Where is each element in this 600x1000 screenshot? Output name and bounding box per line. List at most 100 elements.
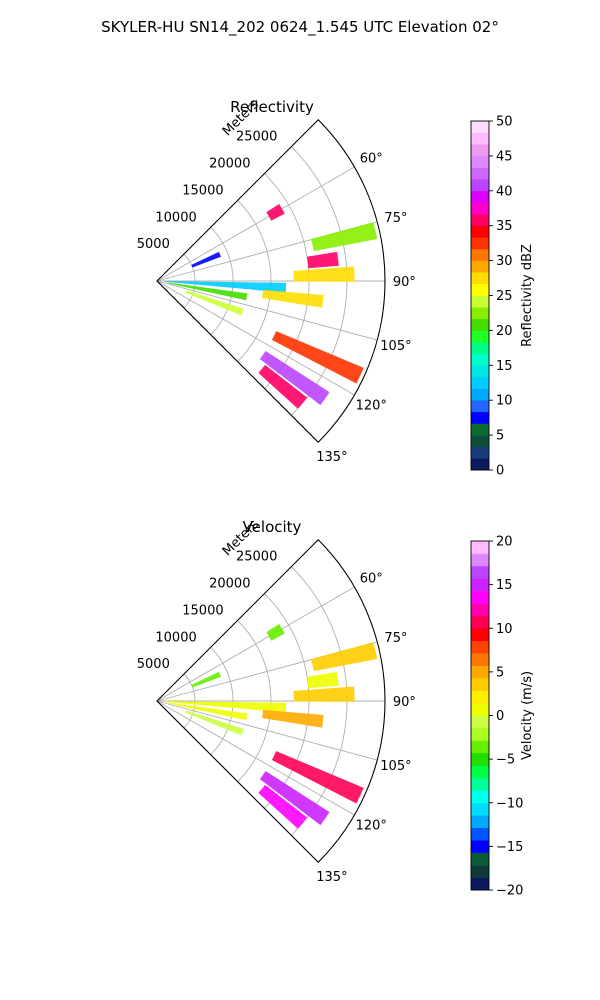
colorbar-segment <box>471 411 489 424</box>
colorbar-tick-label: 0 <box>496 709 504 724</box>
colorbar-segment <box>471 435 489 448</box>
radial-tick-label: 15000 <box>182 183 223 198</box>
azimuth-tick-label: 60° <box>360 571 383 586</box>
colorbar-segment <box>471 615 489 629</box>
colorbar-segment <box>471 690 489 704</box>
radar-echo-cell <box>293 686 355 702</box>
radial-tick-label: 15000 <box>182 603 223 618</box>
colorbar-segment <box>471 155 489 168</box>
colorbar-segment <box>471 703 489 716</box>
colorbar-tick-label: 20 <box>496 535 513 550</box>
colorbar-segment <box>471 283 489 296</box>
colorbar-segment <box>471 553 489 567</box>
radar-echo-cell <box>164 701 287 713</box>
colorbar-label: Reflectivity dBZ <box>520 244 535 347</box>
colorbar-tick-label: 0 <box>496 464 504 479</box>
figure-suptitle: SKYLER-HU SN14_202 0624_1.545 UTC Elevat… <box>101 18 499 37</box>
radar-echo-cell <box>271 751 364 804</box>
colorbar-tick-label: 50 <box>496 115 513 130</box>
colorbar-segment <box>471 877 489 891</box>
colorbar-segment <box>471 727 489 741</box>
azimuth-spoke <box>156 166 355 282</box>
radar-echo-cell <box>307 671 339 689</box>
colorbar-segment <box>471 167 489 180</box>
colorbar-tick-label: 15 <box>496 359 513 374</box>
colorbar-tick-label: 45 <box>496 149 513 164</box>
colorbar-segment <box>471 852 489 866</box>
panel-title: Velocity <box>243 518 302 536</box>
colorbar-segment <box>471 565 489 579</box>
colorbar-segment <box>471 295 489 308</box>
colorbar-segment <box>471 214 489 226</box>
velocity-panel: Velocity 5000 10000 15000 20000 25000 60° 75° 90… <box>137 517 535 898</box>
radar-echo-cell <box>191 251 221 268</box>
radial-tick-label: 20000 <box>209 577 250 592</box>
colorbar-segment <box>471 202 489 215</box>
sector-outline <box>156 539 386 863</box>
azimuth-spoke <box>156 280 378 341</box>
colorbar-tick-label: −15 <box>496 840 523 855</box>
colorbar-label: Velocity (m/s) <box>520 671 535 760</box>
colorbar-segment <box>471 330 489 343</box>
colorbar-tick-label: 25 <box>496 289 513 304</box>
colorbar-segment <box>471 353 489 366</box>
radar-echo-cell <box>164 281 287 293</box>
colorbar-segment <box>471 765 489 779</box>
colorbar-segment <box>471 400 489 413</box>
azimuth-spoke <box>156 586 355 702</box>
colorbar-segment <box>471 777 489 791</box>
colorbar-tick-label: 5 <box>496 429 504 444</box>
colorbar-tick-label: −10 <box>496 796 523 811</box>
azimuth-tick-label: 135° <box>316 450 347 465</box>
radial-tick-label: 20000 <box>209 157 250 172</box>
azimuth-spoke <box>156 700 355 816</box>
colorbar-tick-label: 5 <box>496 665 504 680</box>
colorbar-tick-label: 10 <box>496 622 513 637</box>
azimuth-spoke <box>156 280 355 396</box>
colorbar-segment <box>471 272 489 285</box>
radial-tick-label: 5000 <box>137 237 170 252</box>
azimuth-tick-label: 120° <box>356 819 387 834</box>
radar-echo-cell <box>262 709 324 728</box>
azimuth-tick-label: 90° <box>393 275 416 290</box>
colorbar-segment <box>471 342 489 354</box>
colorbar-segment <box>471 446 489 459</box>
colorbar-tick-label: −5 <box>496 753 515 768</box>
colorbar-tick-label: 15 <box>496 578 513 593</box>
radar-echo-cell <box>311 222 378 252</box>
colorbar-tick-label: 30 <box>496 254 513 269</box>
colorbar-segment <box>471 260 489 273</box>
colorbar-segment <box>471 144 489 157</box>
azimuth-tick-label: 90° <box>393 695 416 710</box>
colorbar-segment <box>471 653 489 666</box>
radar-echo-cell <box>258 784 308 829</box>
radar-echo-cell <box>168 702 248 721</box>
colorbar-segment <box>471 541 489 554</box>
radar-echo-cell <box>259 350 330 406</box>
colorbar-segment <box>471 578 489 592</box>
colorbar-tick-label: 20 <box>496 324 513 339</box>
colorbar-segment <box>471 590 489 604</box>
radar-echo-cell <box>258 364 308 409</box>
radar-echo-cell <box>185 290 244 316</box>
azimuth-tick-label: 60° <box>360 151 383 166</box>
radar-echo-cell <box>311 642 378 672</box>
radar-echo-cell <box>262 289 324 308</box>
colorbar-segment <box>471 640 489 654</box>
radar-echo-cell <box>266 624 285 641</box>
colorbar-segment <box>471 376 489 389</box>
colorbar-segment <box>471 458 489 471</box>
colorbar-segment <box>471 365 489 378</box>
colorbar-segment <box>471 752 489 766</box>
radial-tick-label: 10000 <box>155 630 196 645</box>
azimuth-tick-label: 105° <box>380 759 411 774</box>
reflectivity-panel: Reflectivity 5000 10000 15000 20000 25000 60° 7… <box>137 97 535 478</box>
colorbar-segment <box>471 190 489 203</box>
colorbar-segment <box>471 225 489 238</box>
colorbar-segment <box>471 603 489 617</box>
colorbar-tick-label: 40 <box>496 184 513 199</box>
colorbar-segment <box>471 248 489 261</box>
colorbar-segment <box>471 715 489 729</box>
azimuth-tick-label: 75° <box>384 211 407 226</box>
